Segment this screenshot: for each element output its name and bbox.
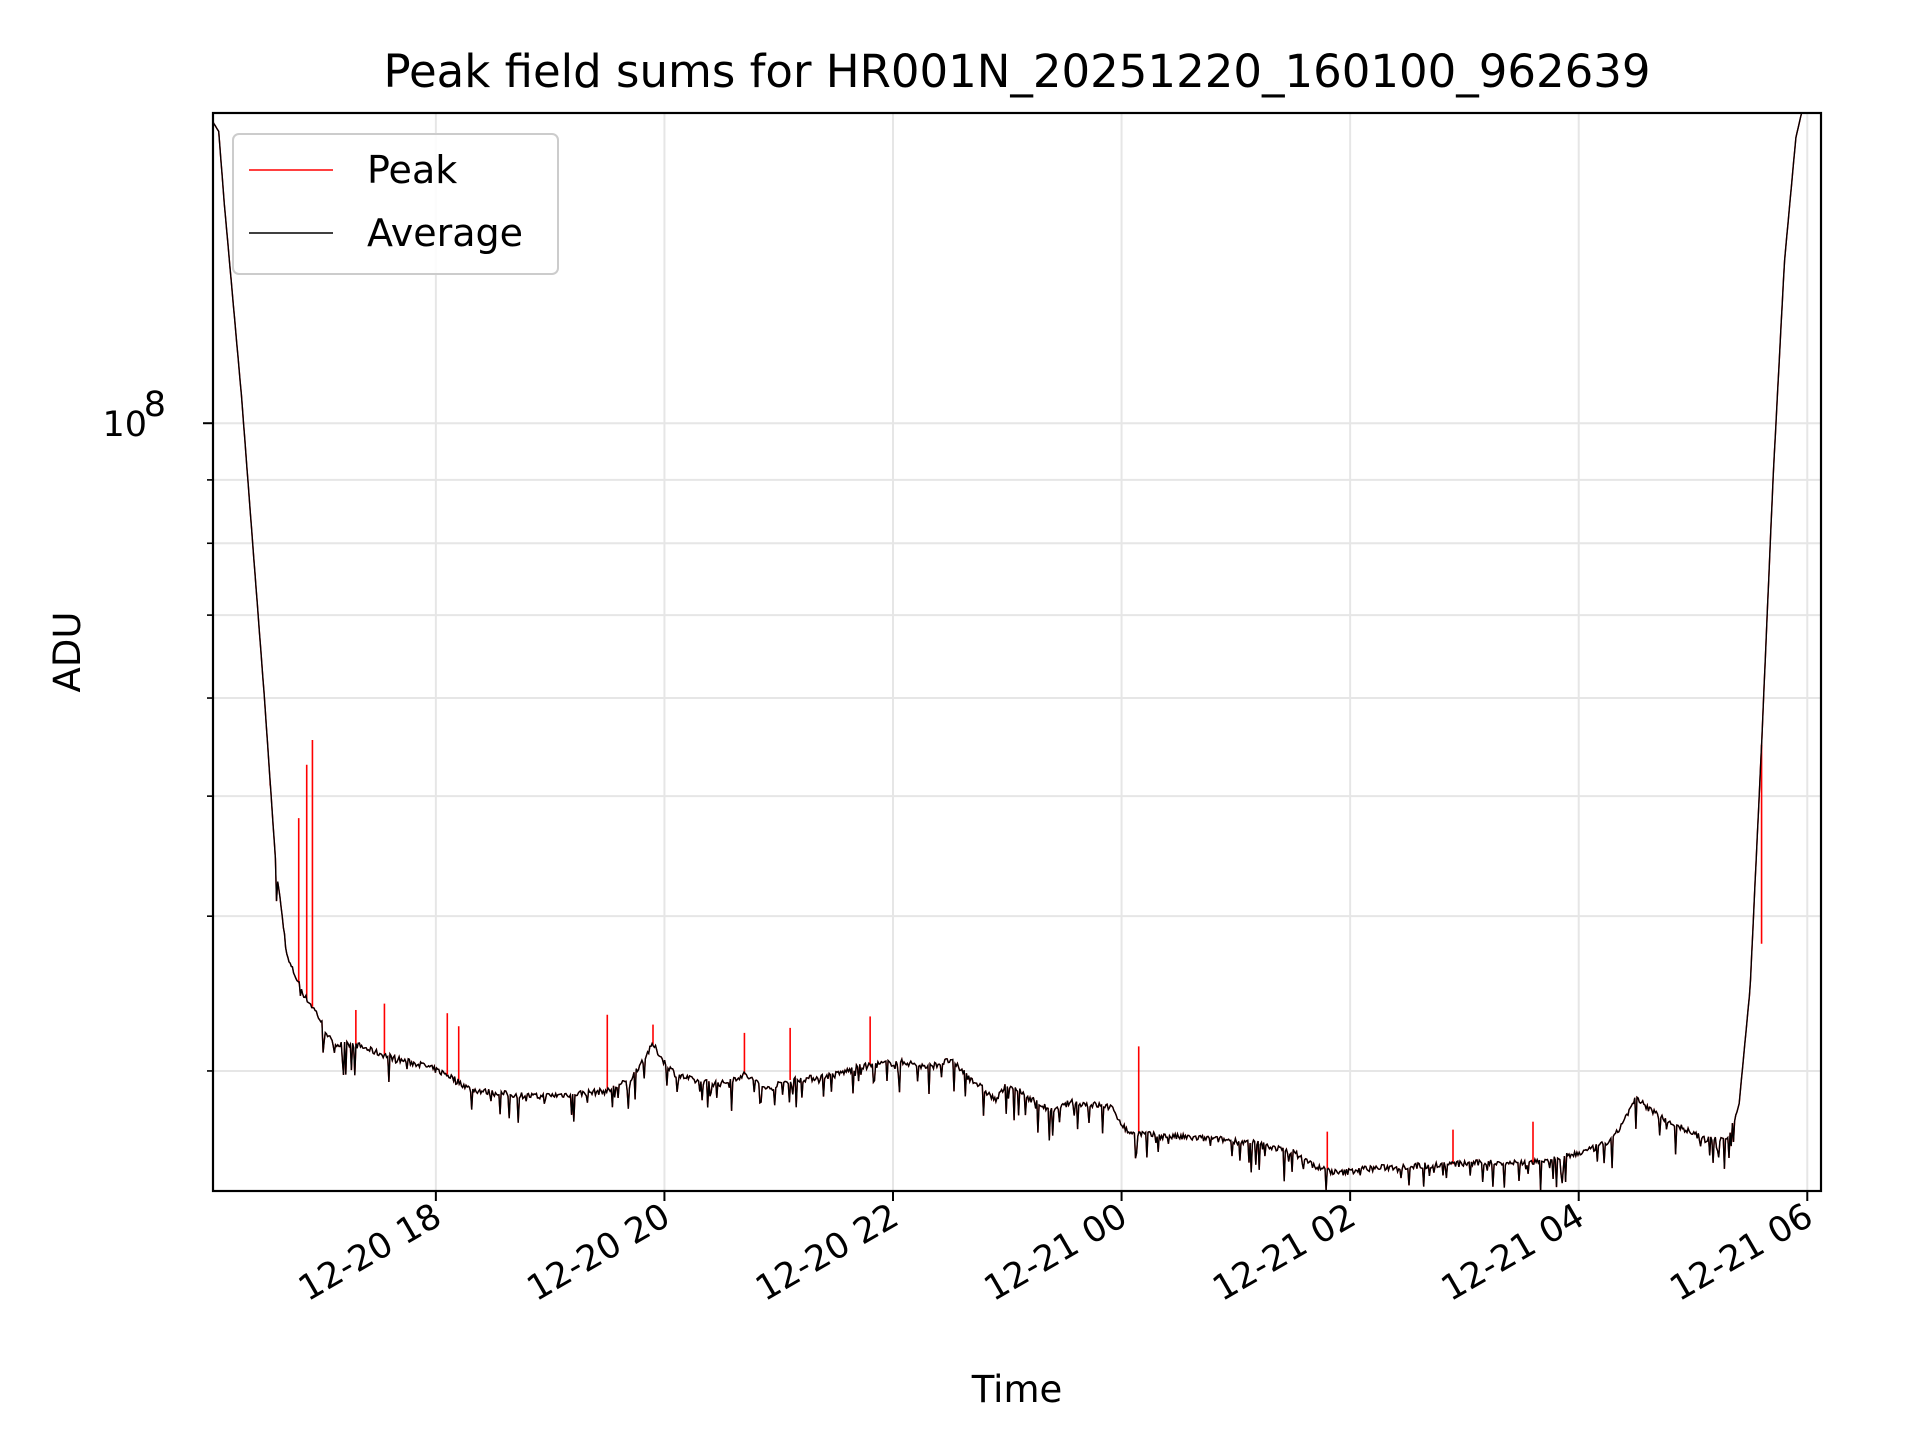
legend-box: [232, 133, 559, 275]
legend: Peak Average: [232, 133, 559, 275]
grid-lines: [213, 113, 1821, 1191]
y-tick-label: 10: [102, 405, 147, 445]
y-axis-title: ADU: [46, 612, 89, 693]
series-line-average: [212, 112, 1803, 1192]
y-tick-label-exponent: 8: [144, 385, 166, 425]
chart-title: Peak field sums for HR001N_20251220_1601…: [383, 45, 1650, 98]
series-layer: [212, 112, 1803, 1192]
legend-label-peak: Peak: [367, 148, 457, 192]
x-axis-title: Time: [971, 1368, 1063, 1411]
plot-frame: [211, 111, 1823, 1193]
legend-label-average: Average: [367, 211, 523, 255]
